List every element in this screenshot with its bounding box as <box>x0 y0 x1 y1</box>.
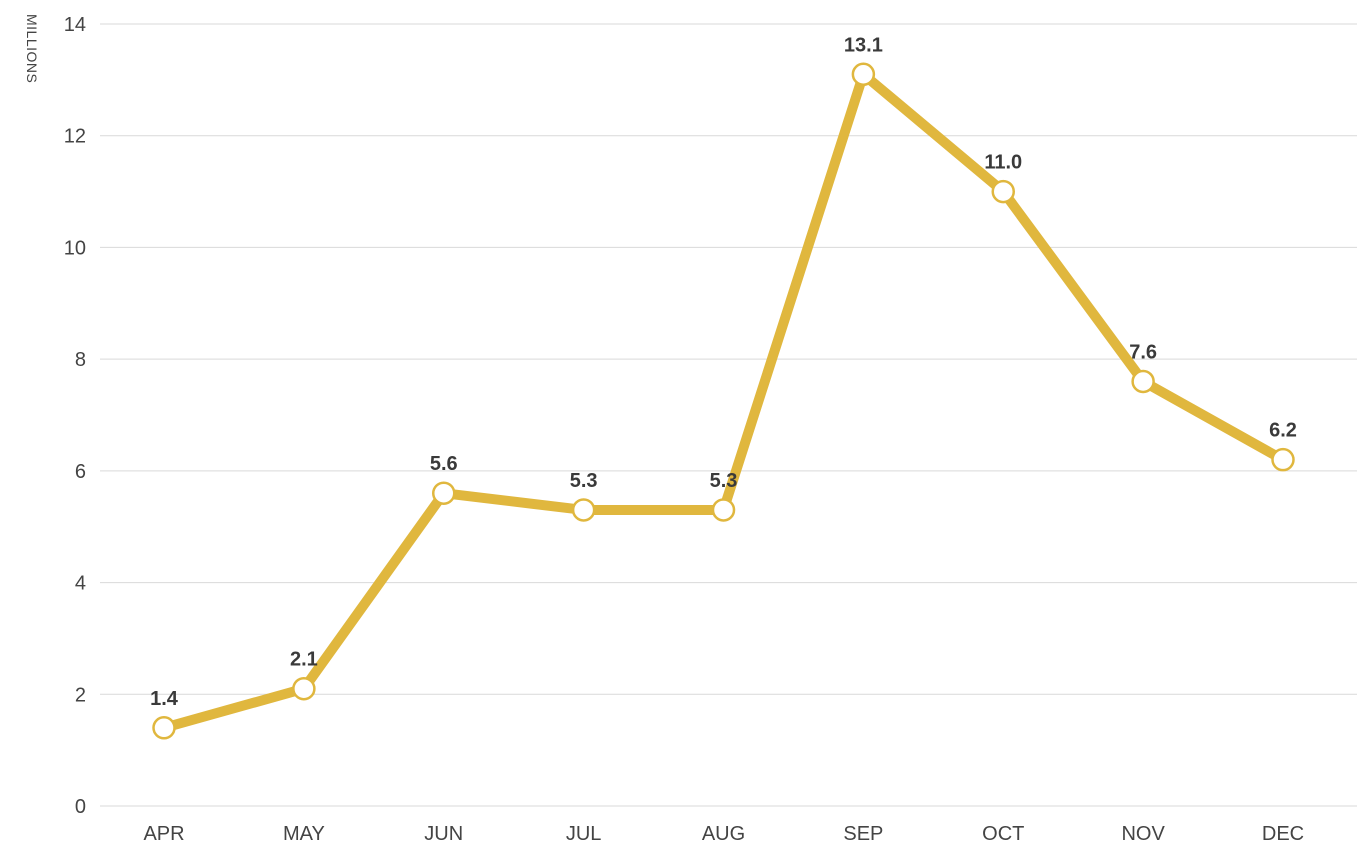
data-point <box>292 676 316 701</box>
y-tick-label: 6 <box>75 461 86 483</box>
data-point <box>851 62 876 87</box>
data-point <box>1271 447 1295 472</box>
x-tick-label: MAY <box>283 823 325 845</box>
y-tick-label: 14 <box>64 14 86 36</box>
y-tick-label: 4 <box>75 573 86 595</box>
series-line <box>159 69 1288 733</box>
y-tick-label: 12 <box>64 126 86 148</box>
y-tick-label: 2 <box>75 684 86 706</box>
y-axis-ticks: 0 2 4 6 8 10 12 14 <box>64 14 86 818</box>
data-label: 13.1 <box>844 34 883 56</box>
data-point <box>1131 369 1155 394</box>
x-tick-label: DEC <box>1262 823 1304 845</box>
x-tick-label: AUG <box>702 823 745 845</box>
data-label: 2.1 <box>290 649 318 671</box>
x-tick-label: SEP <box>843 823 883 845</box>
y-tick-label: 10 <box>64 237 86 259</box>
data-label: 5.3 <box>570 470 598 492</box>
x-tick-label: NOV <box>1121 823 1165 845</box>
y-tick-label: 8 <box>75 349 86 371</box>
series-layer <box>152 62 1295 740</box>
data-point <box>571 498 596 522</box>
x-tick-label: APR <box>143 823 184 845</box>
y-axis-title: MILLIONS <box>24 14 40 83</box>
data-point <box>711 498 736 522</box>
data-label: 5.3 <box>710 470 738 492</box>
data-label: 11.0 <box>984 152 1022 174</box>
y-tick-label: 0 <box>75 796 86 818</box>
data-label: 6.2 <box>1269 420 1297 442</box>
data-label: 1.4 <box>150 688 179 710</box>
x-axis-ticks: APR MAY JUN JUL AUG SEP OCT NOV DEC <box>143 823 1304 845</box>
x-tick-label: JUL <box>566 823 602 845</box>
data-point <box>432 481 456 505</box>
data-point <box>152 716 176 740</box>
data-label: 7.6 <box>1129 341 1157 363</box>
x-tick-label: OCT <box>982 823 1024 845</box>
data-labels: 1.4 2.1 5.6 5.3 5.3 13.1 11.0 7.6 6.2 <box>150 34 1297 710</box>
data-label: 5.6 <box>430 453 458 475</box>
data-point <box>991 179 1015 204</box>
x-tick-label: JUN <box>424 823 463 845</box>
